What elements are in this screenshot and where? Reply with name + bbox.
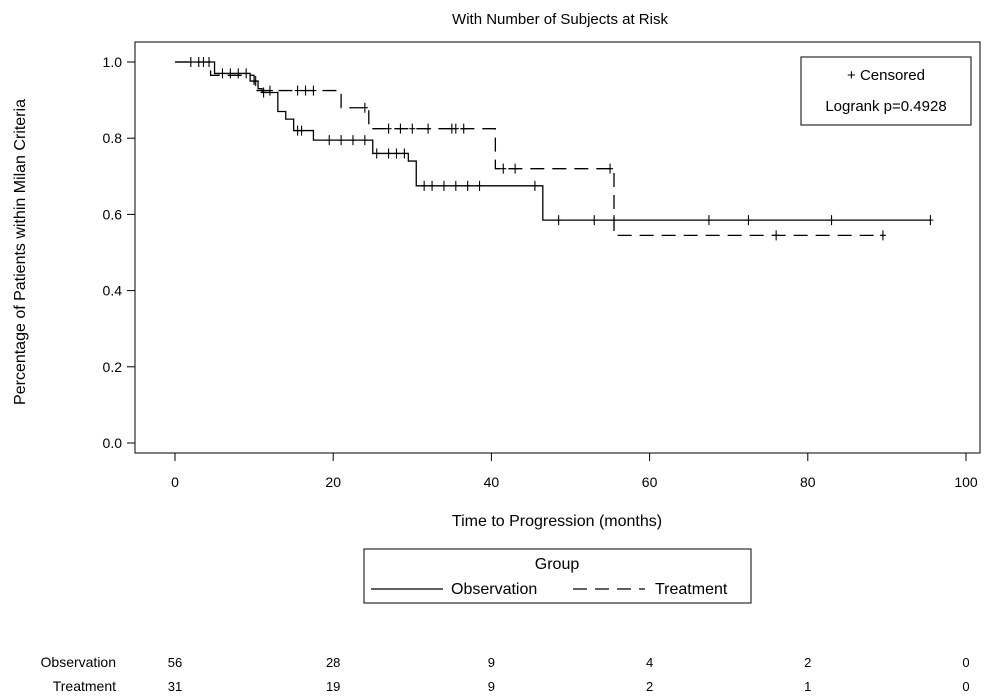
x-tick-label: 0: [171, 474, 179, 490]
censor-mark-treatment: [607, 163, 614, 174]
inset-box-frame: [800, 56, 972, 126]
legend-title: Group: [535, 556, 580, 573]
censor-mark-observation: [219, 68, 226, 79]
risk-count: 0: [962, 655, 969, 670]
y-tick-label: 0.0: [103, 435, 123, 451]
risk-count: 0: [962, 679, 969, 694]
censor-mark-observation: [235, 68, 242, 79]
series-layer: [175, 57, 934, 241]
censor-mark-observation: [452, 180, 459, 191]
y-tick-label: 1.0: [103, 54, 123, 70]
x-tick-label: 60: [642, 474, 658, 490]
risk-count: 2: [804, 655, 811, 670]
risk-count: 9: [488, 655, 495, 670]
series-line-treatment: [175, 61, 883, 237]
risk-count: 9: [488, 679, 495, 694]
x-axis-label: Time to Progression (months): [452, 513, 662, 530]
risk-row-label: Observation: [41, 654, 116, 670]
censor-mark-observation: [927, 215, 934, 226]
censor-mark-observation: [476, 180, 483, 191]
risk-row-label: Treatment: [53, 678, 116, 694]
x-tick-label: 20: [325, 474, 341, 490]
y-tick-label: 0.8: [103, 130, 123, 146]
censor-mark-observation: [828, 215, 835, 226]
risk-count: 56: [168, 655, 182, 670]
censor-mark-treatment: [773, 230, 780, 241]
risk-count: 4: [646, 655, 653, 670]
legend: Group Observation Treatment: [363, 548, 752, 604]
censor-mark-treatment: [294, 85, 301, 96]
x-tick-label: 100: [954, 474, 978, 490]
censor-mark-observation: [298, 125, 305, 136]
censor-mark-observation: [440, 180, 447, 191]
y-tick-label: 0.4: [103, 283, 123, 299]
censor-mark-treatment: [397, 123, 404, 134]
censor-mark-observation: [531, 180, 538, 191]
censored-label: + Censored: [847, 67, 925, 84]
y-axis-label: Percentage of Patients within Milan Crit…: [12, 99, 29, 405]
x-tick-label: 40: [484, 474, 500, 490]
censor-mark-treatment: [500, 163, 507, 174]
censor-mark-observation: [745, 215, 752, 226]
chart-title: With Number of Subjects at Risk: [452, 11, 668, 28]
censor-mark-observation: [326, 135, 333, 146]
plot-frame: [134, 41, 981, 454]
censor-mark-observation: [361, 135, 368, 146]
censor-mark-treatment: [361, 102, 368, 113]
risk-count: 31: [168, 679, 182, 694]
censor-mark-observation: [260, 87, 267, 98]
censor-mark-observation: [338, 135, 345, 146]
risk-count: 19: [326, 679, 340, 694]
y-tick-label: 0.2: [103, 359, 123, 375]
censored-logrank-box: + Censored Logrank p=0.4928: [800, 56, 972, 126]
logrank-label: Logrank p=0.4928: [825, 98, 946, 115]
censor-mark-treatment: [302, 85, 309, 96]
risk-table: Observation 56 28 9 4 2 0 Treatment 31 19 9 2 1 0: [41, 654, 970, 694]
censor-mark-observation: [464, 180, 471, 191]
legend-treatment-label: Treatment: [655, 581, 728, 598]
censor-mark-observation: [591, 215, 598, 226]
series-line-observation: [175, 61, 931, 221]
y-axis: 0.0 0.2 0.4 0.6 0.8 1.0: [103, 54, 135, 451]
censor-mark-treatment: [310, 85, 317, 96]
censor-mark-treatment: [409, 123, 416, 134]
risk-count: 2: [646, 679, 653, 694]
censor-mark-observation: [227, 68, 234, 79]
censor-mark-observation: [385, 148, 392, 159]
censor-mark-treatment: [425, 123, 432, 134]
censor-mark-observation: [401, 148, 408, 159]
censor-mark-observation: [421, 180, 428, 191]
censor-mark-observation: [555, 215, 562, 226]
censor-mark-treatment: [879, 230, 886, 241]
y-tick-label: 0.6: [103, 206, 123, 222]
x-tick-label: 80: [800, 474, 816, 490]
censor-mark-treatment: [460, 123, 467, 134]
censor-mark-observation: [373, 148, 380, 159]
censor-mark-observation: [429, 180, 436, 191]
x-axis: 0 20 40 60 80 100: [171, 453, 978, 490]
censor-mark-observation: [243, 68, 250, 79]
legend-frame: [363, 548, 752, 604]
censor-mark-observation: [393, 148, 400, 159]
risk-count: 28: [326, 655, 340, 670]
censor-mark-observation: [349, 135, 356, 146]
legend-observation-label: Observation: [451, 581, 537, 598]
risk-count: 1: [804, 679, 811, 694]
censor-mark-observation: [705, 215, 712, 226]
censor-mark-treatment: [266, 85, 273, 96]
censor-mark-treatment: [512, 163, 519, 174]
censor-mark-treatment: [385, 123, 392, 134]
censor-mark-treatment: [452, 123, 459, 134]
